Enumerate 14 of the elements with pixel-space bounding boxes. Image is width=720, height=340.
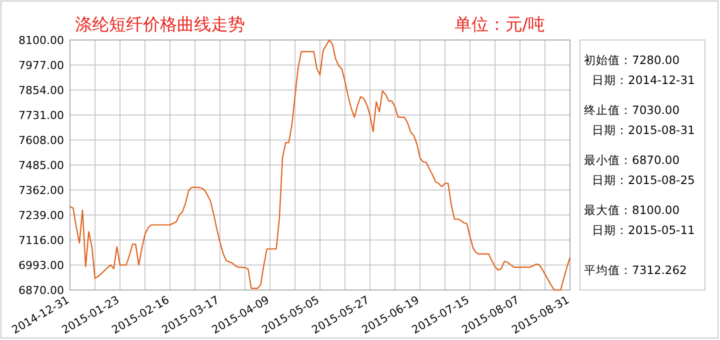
y-tick-label: 7731.00: [18, 109, 64, 122]
y-tick-label: 7977.00: [18, 59, 64, 72]
y-tick-label: 7608.00: [18, 134, 64, 147]
y-tick-label: 6993.00: [18, 259, 64, 272]
y-tick-label: 6870.00: [18, 284, 64, 297]
y-tick-label: 7116.00: [18, 234, 64, 247]
chart-title: 涤纶短纤价格曲线走势: [75, 15, 245, 35]
y-tick-label: 8100.00: [18, 34, 64, 47]
info-panel: 初始值：7280.00 日期：2014-12-31 终止值：7030.00 日期：2015-08-31 最小值：6870.00 日期：2015-08-25 最大值：8100.00 日期：2015-05-11 平均值：7312.262: [580, 40, 706, 290]
y-tick-label: 7239.00: [18, 209, 64, 222]
y-tick-label: 7854.00: [18, 84, 64, 97]
y-tick-label: 7362.00: [18, 184, 64, 197]
chart-subtitle: 单位：元/吨: [454, 15, 545, 35]
y-tick-label: 7485.00: [18, 159, 64, 172]
